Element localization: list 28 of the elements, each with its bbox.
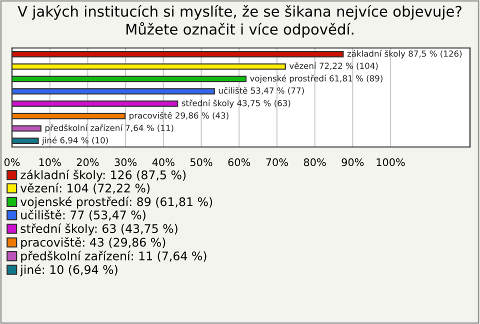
- x-tick-label: 40%: [152, 158, 174, 166]
- data-label: učiliště 53,47 % (77): [218, 86, 304, 95]
- data-label: pracoviště 29,86 % (43): [130, 112, 228, 120]
- chart-title: V jakých institucích si myslíte, že se šikana nejvíce objevuje? Můžete označit i více odpovědí.: [18, 5, 462, 38]
- legend-label: vojenské prostředí: 89 (61,81 %): [20, 196, 212, 208]
- x-tick-label: 100%: [376, 158, 405, 166]
- data-label: jiné 6,94 % (10): [42, 136, 108, 146]
- x-tick-label: 80%: [304, 158, 326, 166]
- x-tick-label: 20%: [76, 158, 99, 166]
- x-tick-label: 70%: [266, 158, 288, 166]
- legend-label: vězení: 104 (72,22 %): [20, 182, 150, 194]
- legend-label: jiné: 10 (6,94 %): [20, 264, 118, 276]
- data-label: předškolní zařízení 7,64 % (11): [45, 124, 174, 133]
- x-tick-label: 50%: [190, 158, 212, 166]
- data-label: vězení 72,22 % (104): [289, 62, 378, 70]
- data-label: střední školy 43,75 % (63): [182, 99, 290, 108]
- legend-label: základní školy: 126 (87,5 %): [20, 170, 186, 182]
- x-tick-label: 90%: [342, 158, 364, 166]
- data-label: základní školy 87,5 % (126): [347, 50, 462, 58]
- legend-label: předškolní zařízení: 11 (7,64 %): [21, 250, 206, 263]
- data-label: vojenské prostředí 61,81 % (89): [250, 74, 382, 84]
- legend-label: pracoviště: 43 (29,86 %): [21, 237, 166, 250]
- legend-label: učiliště: 77 (53,47 %): [21, 210, 146, 221]
- x-tick-label: 60%: [228, 158, 250, 166]
- x-tick-label: 10%: [39, 158, 61, 166]
- x-tick-label: 30%: [114, 158, 137, 166]
- x-tick-label: 0%: [4, 158, 20, 166]
- legend-label: střední školy: 63 (43,75 %): [20, 223, 178, 236]
